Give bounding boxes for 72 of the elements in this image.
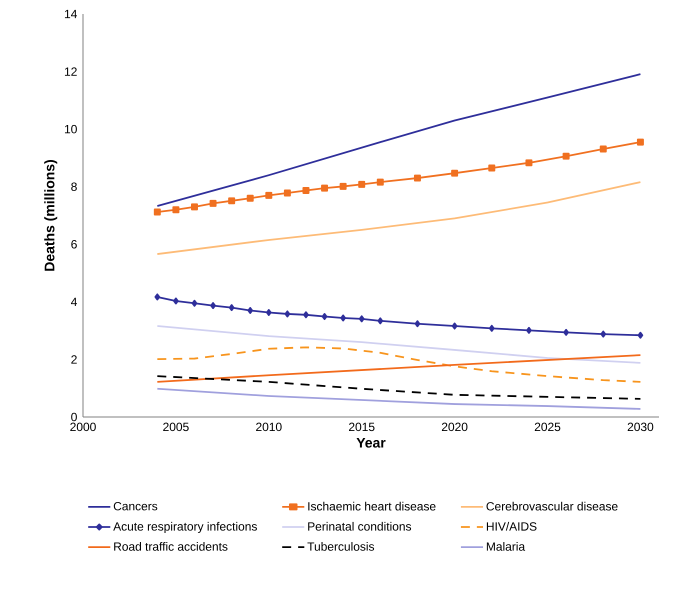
legend-label: HIV/AIDS bbox=[486, 522, 537, 531]
point bbox=[638, 332, 644, 339]
y-tick-label: 12 bbox=[64, 67, 77, 76]
legend-label: Cerebrovascular disease bbox=[486, 502, 618, 511]
point bbox=[284, 310, 290, 318]
point bbox=[302, 186, 310, 194]
line-series bbox=[156, 354, 642, 383]
point bbox=[228, 197, 236, 204]
y-tick-label: 10 bbox=[64, 124, 77, 134]
x-tick-label: 2025 bbox=[534, 422, 560, 432]
y-tick-label: 4 bbox=[70, 298, 78, 306]
line-series bbox=[156, 388, 642, 410]
point bbox=[488, 324, 495, 332]
point bbox=[173, 298, 179, 304]
point bbox=[414, 320, 420, 328]
legend-label: Tuberculosis bbox=[307, 542, 374, 551]
y-tick-label: 6 bbox=[71, 240, 77, 249]
point bbox=[154, 208, 161, 216]
point bbox=[358, 180, 366, 188]
point bbox=[246, 194, 254, 202]
point bbox=[377, 317, 384, 324]
point bbox=[562, 152, 570, 160]
point bbox=[414, 174, 421, 182]
legend-label: Acute respiratory infections bbox=[113, 522, 257, 534]
point bbox=[322, 313, 328, 320]
point bbox=[451, 170, 458, 177]
x-axis-title: Year bbox=[356, 438, 386, 448]
point bbox=[265, 192, 272, 199]
line-series bbox=[156, 325, 642, 364]
point bbox=[525, 159, 532, 166]
legend-label: Cancers bbox=[114, 502, 158, 510]
point bbox=[210, 200, 217, 207]
legend-label: Perinatal conditions bbox=[308, 522, 412, 531]
point bbox=[247, 307, 254, 314]
x-tick-label: 2005 bbox=[163, 422, 189, 432]
legend-label: Ischaemic heart disease bbox=[308, 502, 436, 511]
point bbox=[266, 309, 272, 316]
line-series bbox=[156, 346, 642, 383]
point bbox=[228, 304, 234, 312]
point bbox=[376, 178, 384, 186]
line-series bbox=[156, 73, 642, 207]
y-tick-label: 0 bbox=[71, 412, 77, 422]
point bbox=[452, 322, 458, 330]
point bbox=[563, 328, 569, 336]
point bbox=[600, 330, 606, 338]
point bbox=[488, 164, 496, 172]
point bbox=[600, 146, 607, 152]
x-tick-label: 2015 bbox=[349, 422, 374, 432]
point bbox=[284, 190, 291, 197]
point bbox=[190, 203, 198, 210]
point bbox=[340, 314, 346, 322]
y-tick-label: 14 bbox=[64, 10, 77, 18]
y-tick-label: 2 bbox=[71, 355, 77, 364]
x-tick-label: 2020 bbox=[442, 422, 468, 432]
point bbox=[303, 311, 309, 318]
y-axis-title: Deaths (millions) bbox=[44, 160, 58, 271]
point bbox=[154, 293, 160, 300]
point bbox=[358, 315, 365, 322]
x-tick-label: 2030 bbox=[628, 422, 654, 432]
point bbox=[210, 302, 216, 310]
point bbox=[340, 182, 347, 190]
x-tick-label: 2000 bbox=[70, 422, 96, 432]
y-tick-label: 8 bbox=[71, 182, 77, 191]
point bbox=[321, 184, 328, 192]
line-series bbox=[156, 181, 642, 255]
legend-label: Malaria bbox=[486, 542, 526, 551]
legend-label: Road traffic accidents bbox=[114, 542, 228, 551]
point bbox=[526, 326, 532, 334]
point bbox=[636, 138, 644, 146]
x-tick-label: 2010 bbox=[256, 422, 282, 432]
point bbox=[192, 300, 198, 307]
point bbox=[172, 206, 180, 214]
